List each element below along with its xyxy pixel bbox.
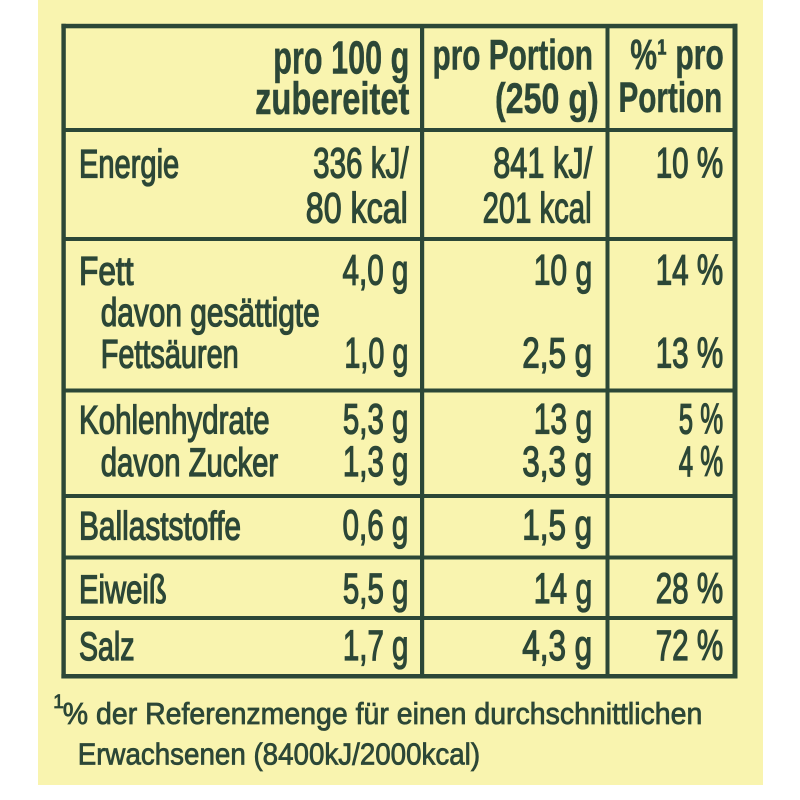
svg-text:4,0 g: 4,0 g xyxy=(343,246,409,294)
svg-text:1,5 g: 1,5 g xyxy=(522,502,592,550)
svg-text:14 %: 14 % xyxy=(656,246,724,294)
svg-text:davon Zucker: davon Zucker xyxy=(101,441,279,485)
svg-text:Kohlenhydrate: Kohlenhydrate xyxy=(79,399,270,443)
svg-text:336 kJ/: 336 kJ/ xyxy=(313,140,409,188)
svg-text:Fett: Fett xyxy=(79,249,134,293)
svg-text:10 g: 10 g xyxy=(534,246,593,294)
svg-text:1,7 g: 1,7 g xyxy=(343,622,409,670)
svg-text:5 %: 5 % xyxy=(679,396,724,444)
svg-text:80 kcal: 80 kcal xyxy=(306,184,408,232)
svg-text:%¹ pro: %¹ pro xyxy=(630,31,724,79)
svg-text:Salz: Salz xyxy=(79,625,135,669)
svg-text:% der Referenzmenge für einen: % der Referenzmenge für einen durchschni… xyxy=(63,696,703,731)
svg-text:2,5 g: 2,5 g xyxy=(522,330,592,378)
svg-text:28 %: 28 % xyxy=(656,565,724,613)
svg-text:Eiweiß: Eiweiß xyxy=(79,568,167,612)
svg-text:13 %: 13 % xyxy=(656,330,724,378)
svg-text:10 %: 10 % xyxy=(656,140,724,188)
svg-text:pro 100 g: pro 100 g xyxy=(273,31,409,83)
svg-text:Ballaststoffe: Ballaststoffe xyxy=(79,505,241,549)
svg-text:pro Portion: pro Portion xyxy=(433,31,594,79)
svg-text:Fettsäuren: Fettsäuren xyxy=(101,333,239,377)
svg-text:3,3 g: 3,3 g xyxy=(522,438,592,486)
svg-text:zubereitet: zubereitet xyxy=(255,73,409,124)
svg-text:Portion: Portion xyxy=(619,74,723,122)
svg-text:5,3 g: 5,3 g xyxy=(343,396,409,444)
svg-text:0,6 g: 0,6 g xyxy=(343,502,409,550)
svg-text:davon gesättigte: davon gesättigte xyxy=(101,291,320,335)
svg-text:841 kJ/: 841 kJ/ xyxy=(493,140,592,188)
svg-text:1,3 g: 1,3 g xyxy=(343,438,409,486)
svg-text:4,3 g: 4,3 g xyxy=(522,622,592,670)
svg-text:72 %: 72 % xyxy=(656,622,724,670)
svg-text:201 kcal: 201 kcal xyxy=(483,184,592,232)
svg-text:5,5 g: 5,5 g xyxy=(343,565,409,613)
svg-text:(250 g): (250 g) xyxy=(495,75,599,123)
svg-text:13 g: 13 g xyxy=(534,396,593,444)
svg-text:1,0 g: 1,0 g xyxy=(344,330,408,378)
svg-text:14 g: 14 g xyxy=(534,565,593,613)
svg-text:Erwachsenen (8400kJ/2000kcal): Erwachsenen (8400kJ/2000kcal) xyxy=(78,737,480,772)
svg-text:Energie: Energie xyxy=(79,143,179,187)
svg-text:1: 1 xyxy=(53,692,64,713)
svg-text:4 %: 4 % xyxy=(679,438,724,486)
